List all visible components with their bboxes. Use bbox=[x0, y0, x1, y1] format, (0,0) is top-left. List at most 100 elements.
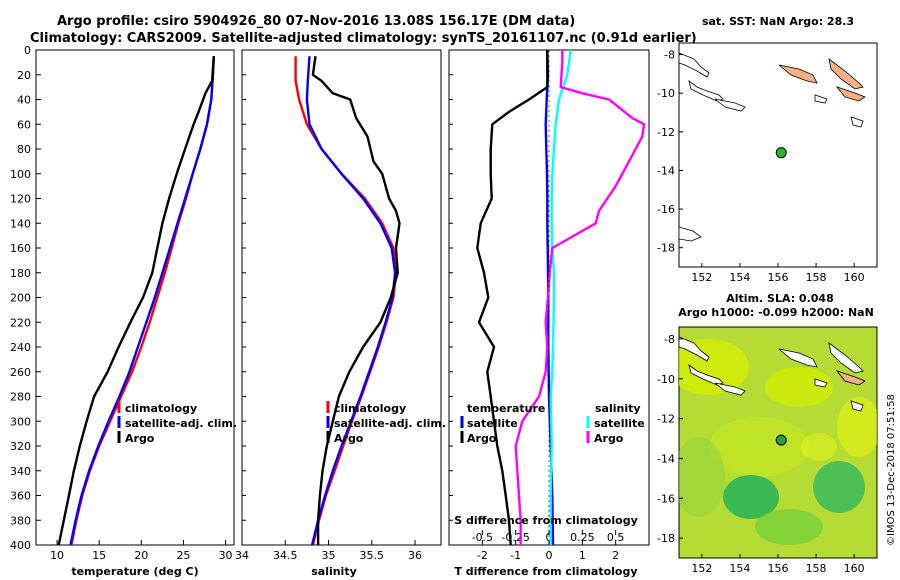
difference-legend: temperature satellite Argo salinity sate… bbox=[460, 402, 645, 445]
depth-tick-label: 80 bbox=[17, 143, 31, 156]
sla-anomaly-patch bbox=[765, 367, 833, 407]
depth-tick-label: 20 bbox=[17, 69, 31, 82]
depth-tick-label: 320 bbox=[10, 440, 31, 453]
series-line-climatology bbox=[294, 56, 398, 545]
x-tick-label: -1 bbox=[510, 549, 521, 562]
sst-map-land bbox=[679, 52, 866, 242]
coastline-island bbox=[814, 378, 828, 388]
sst-map-axes: 152 154 156 158 160 -8 -10 -12 -14 -16 -18 bbox=[657, 49, 865, 284]
salinity-x-axis: 34 34.5 35 35.5 36 bbox=[235, 540, 422, 562]
coastline-island bbox=[679, 336, 710, 362]
legend-label-t-argo: Argo bbox=[467, 432, 497, 445]
legend-label-s-satellite: satellite bbox=[594, 417, 645, 430]
sla-anomaly-patch bbox=[679, 437, 725, 517]
map-y-tick-label: -10 bbox=[657, 373, 675, 386]
map-x-tick-label: 152 bbox=[691, 562, 712, 575]
coastline-island bbox=[835, 370, 866, 386]
legend-label-s-argo: Argo bbox=[594, 432, 624, 445]
x-tick-label: 25 bbox=[176, 549, 190, 562]
salinity-panel bbox=[241, 49, 442, 546]
map-x-tick-label: 160 bbox=[844, 271, 865, 284]
map-x-tick-label: 152 bbox=[691, 271, 712, 284]
depth-tick-label: 380 bbox=[10, 514, 31, 527]
coastline-island bbox=[778, 348, 818, 368]
s-diff-tick-label: 0 bbox=[546, 531, 553, 544]
sla-map-field bbox=[679, 336, 877, 545]
sla-anomaly-patch bbox=[801, 433, 837, 461]
sst-map-markers bbox=[775, 147, 787, 159]
difference-series bbox=[476, 50, 646, 545]
legend-label-t-satellite: satellite bbox=[467, 417, 518, 430]
sla-map-title-line1: Altim. SLA: 0.048 bbox=[726, 292, 833, 305]
x-tick-label: 34.5 bbox=[273, 549, 298, 562]
depth-tick-label: 60 bbox=[17, 118, 31, 131]
salinity-x-label: salinity bbox=[311, 565, 357, 578]
map-y-tick-label: -16 bbox=[657, 492, 675, 505]
coastline-island bbox=[688, 364, 724, 386]
map-y-tick-label: -12 bbox=[657, 126, 675, 139]
coastline-island bbox=[814, 94, 828, 104]
x-tick-label: 30 bbox=[219, 549, 233, 562]
legend-title-salinity: salinity bbox=[595, 402, 641, 415]
map-x-tick-label: 158 bbox=[806, 271, 827, 284]
map-x-tick-label: 156 bbox=[768, 271, 789, 284]
coastline-island bbox=[688, 80, 724, 102]
depth-tick-label: 0 bbox=[24, 44, 31, 57]
depth-tick-label: 200 bbox=[10, 292, 31, 305]
map-y-tick-label: -8 bbox=[664, 49, 675, 62]
x-tick-label: 1 bbox=[579, 549, 586, 562]
x-tick-label: 34 bbox=[235, 549, 249, 562]
depth-tick-label: 300 bbox=[10, 415, 31, 428]
series-line-satellite-adj-clim bbox=[69, 56, 215, 545]
salinity-series bbox=[294, 56, 401, 545]
depth-tick-label: 280 bbox=[10, 391, 31, 404]
map-y-tick-label: -10 bbox=[657, 87, 675, 100]
map-y-tick-label: -18 bbox=[657, 242, 675, 255]
map-x-tick-label: 154 bbox=[729, 562, 750, 575]
temperature-legend: climatology satellite-adj. clim. Argo bbox=[117, 401, 237, 445]
coastline-island bbox=[778, 64, 818, 84]
x-tick-label: -2 bbox=[477, 549, 488, 562]
temperature-series bbox=[57, 56, 215, 545]
coastline-island bbox=[714, 382, 746, 396]
x-tick-label: 36 bbox=[408, 549, 422, 562]
map-y-tick-label: -14 bbox=[657, 164, 675, 177]
sla-anomaly-patch bbox=[755, 509, 823, 545]
difference-x-axis: -2 -1 0 1 2 -0.5 -0.25 0 0.25 0.5 bbox=[472, 530, 625, 562]
depth-tick-label: 260 bbox=[10, 366, 31, 379]
depth-tick-label: 400 bbox=[10, 539, 31, 552]
depth-tick-label: 120 bbox=[10, 193, 31, 206]
depth-tick-label: 160 bbox=[10, 242, 31, 255]
map-x-tick-label: 158 bbox=[806, 562, 827, 575]
sla-anomaly-patch bbox=[813, 461, 865, 513]
map-y-tick-label: -8 bbox=[664, 333, 675, 346]
legend-label-argo: Argo bbox=[334, 432, 364, 445]
series-line-argo bbox=[311, 56, 401, 545]
x-tick-label: 20 bbox=[134, 549, 148, 562]
map-x-tick-label: 154 bbox=[729, 271, 750, 284]
x-tick-label: 15 bbox=[92, 549, 106, 562]
s-diff-tick-label: 0.5 bbox=[607, 531, 625, 544]
imos-watermark: ©IMOS 13-Dec-2018 07:51:58 bbox=[886, 394, 897, 546]
figure-title-line2: Climatology: CARS2009. Satellite-adjuste… bbox=[30, 31, 697, 46]
coastline-island bbox=[714, 98, 746, 112]
depth-tick-label: 40 bbox=[17, 94, 31, 107]
series-line-satellite-adj-clim bbox=[305, 56, 397, 545]
coastline-island bbox=[828, 58, 864, 90]
series-line-argo bbox=[57, 56, 215, 545]
x-tick-label: 2 bbox=[612, 549, 619, 562]
sla-map-title-line2: Argo h1000: -0.099 h2000: NaN bbox=[678, 306, 874, 319]
series-line-s-satellite bbox=[549, 50, 572, 545]
sla-map-axes: 152 154 156 158 160 -8 -10 -12 -14 -16 -18 bbox=[657, 333, 865, 575]
depth-axis: 0 20 40 60 80 100 120 140 160 180 200 220 240 260 280 3… bbox=[10, 44, 453, 552]
map-x-tick-label: 160 bbox=[844, 562, 865, 575]
series-line-t-satellite bbox=[544, 50, 555, 545]
legend-label-argo: Argo bbox=[125, 432, 155, 445]
difference-x-label: T difference from climatology bbox=[454, 565, 637, 578]
sla-anomaly-patch bbox=[837, 397, 877, 457]
map-y-tick-label: -12 bbox=[657, 413, 675, 426]
depth-tick-label: 140 bbox=[10, 217, 31, 230]
x-tick-label: 35.5 bbox=[360, 549, 385, 562]
temperature-panel bbox=[35, 49, 235, 546]
figure-title-line1: Argo profile: csiro 5904926_80 07-Nov-20… bbox=[57, 14, 575, 29]
